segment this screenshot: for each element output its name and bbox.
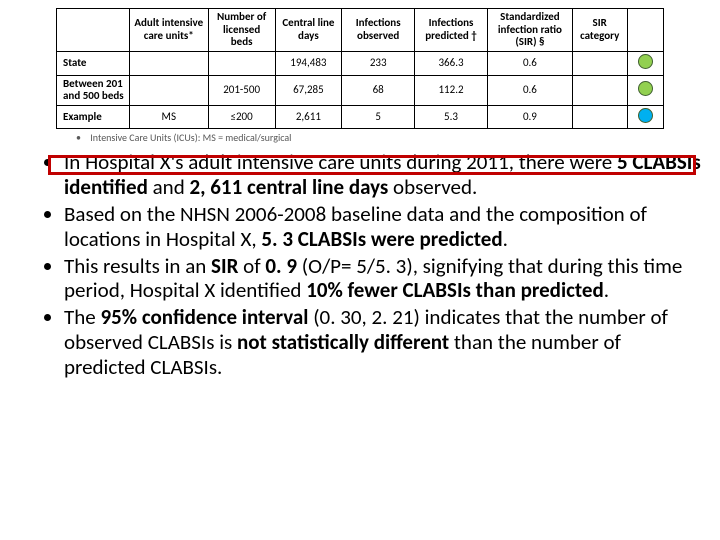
th-observed: Infections observed xyxy=(342,9,415,52)
text: . xyxy=(604,277,609,303)
cell: 0.6 xyxy=(487,51,572,75)
cell: MS xyxy=(129,105,208,129)
dot-cell xyxy=(627,105,663,129)
text: This results in an xyxy=(64,253,211,279)
text: of xyxy=(238,253,265,279)
table-body: State194,483233366.30.6Between 201 and 5… xyxy=(57,51,664,129)
row-label: State xyxy=(57,51,130,75)
row-label: Between 201 and 500 beds xyxy=(57,75,130,105)
th-predicted: Infections predicted † xyxy=(415,9,488,52)
th-category: SIR category xyxy=(572,9,627,52)
cell: 68 xyxy=(342,75,415,105)
cell: 2,611 xyxy=(275,105,342,129)
th-blank xyxy=(57,9,130,52)
table-container: Adult intensive care units* Number of li… xyxy=(56,8,664,144)
bold: 0. 9 xyxy=(265,253,301,279)
th-units: Adult intensive care units* xyxy=(129,9,208,52)
table-row: ExampleMS≤2002,61155.30.9 xyxy=(57,105,664,129)
cell xyxy=(572,105,627,129)
category-dot-icon xyxy=(638,81,653,96)
cell: 5.3 xyxy=(415,105,488,129)
th-sir: Standardized infection ratio (SIR) § xyxy=(487,9,572,52)
text: . xyxy=(503,226,508,252)
bullet-4: The 95% confidence interval (0. 30, 2. 2… xyxy=(64,305,704,379)
cell: 112.2 xyxy=(415,75,488,105)
cell: 366.3 xyxy=(415,51,488,75)
cell: 0.6 xyxy=(487,75,572,105)
table-row: Between 201 and 500 beds 201-50067,285681… xyxy=(57,75,664,105)
bold: 95% confidence interval xyxy=(100,304,313,330)
dot-cell xyxy=(627,51,663,75)
text: The xyxy=(64,304,100,330)
text: In Hospital X's adult intensive care uni… xyxy=(64,149,617,175)
bullet-3: This results in an SIR of 0. 9 (O/P= 5/5… xyxy=(64,254,704,304)
bold: not statistically different xyxy=(237,329,449,355)
bold: 10% fewer CLABSIs than predicted xyxy=(306,277,604,303)
category-dot-icon xyxy=(638,54,653,69)
cell xyxy=(208,51,275,75)
cell xyxy=(572,75,627,105)
cell: 67,285 xyxy=(275,75,342,105)
cell: 5 xyxy=(342,105,415,129)
bold: 5. 3 CLABSIs were predicted xyxy=(261,226,502,252)
footnote-text: Intensive Care Units (ICUs): MS = medica… xyxy=(90,131,291,144)
table-row: State 194,483233366.30.6 xyxy=(57,51,664,75)
bold: 2, 611 central line days xyxy=(189,174,388,200)
slide: Adult intensive care units* Number of li… xyxy=(0,0,720,540)
footnote-bullet: • xyxy=(76,131,88,144)
cell xyxy=(572,51,627,75)
category-dot-icon xyxy=(638,108,653,123)
table-header-row: Adult intensive care units* Number of li… xyxy=(57,9,664,52)
bold: SIR xyxy=(211,253,238,279)
th-line-days: Central line days xyxy=(275,9,342,52)
sir-table: Adult intensive care units* Number of li… xyxy=(56,8,664,129)
th-beds: Number of licensed beds xyxy=(208,9,275,52)
bullet-list: In Hospital X's adult intensive care uni… xyxy=(64,150,704,379)
table-footnote: • Intensive Care Units (ICUs): MS = medi… xyxy=(56,131,664,144)
row-label: Example xyxy=(57,105,130,129)
text: and xyxy=(148,174,190,200)
text: observed. xyxy=(388,174,477,200)
cell: 0.9 xyxy=(487,105,572,129)
cell: ≤200 xyxy=(208,105,275,129)
bullet-2: Based on the NHSN 2006-2008 baseline dat… xyxy=(64,202,704,252)
cell: 194,483 xyxy=(275,51,342,75)
cell: 201-500 xyxy=(208,75,275,105)
dot-cell xyxy=(627,75,663,105)
cell xyxy=(129,75,208,105)
th-dot xyxy=(627,9,663,52)
bullet-1: In Hospital X's adult intensive care uni… xyxy=(64,150,704,200)
cell xyxy=(129,51,208,75)
cell: 233 xyxy=(342,51,415,75)
